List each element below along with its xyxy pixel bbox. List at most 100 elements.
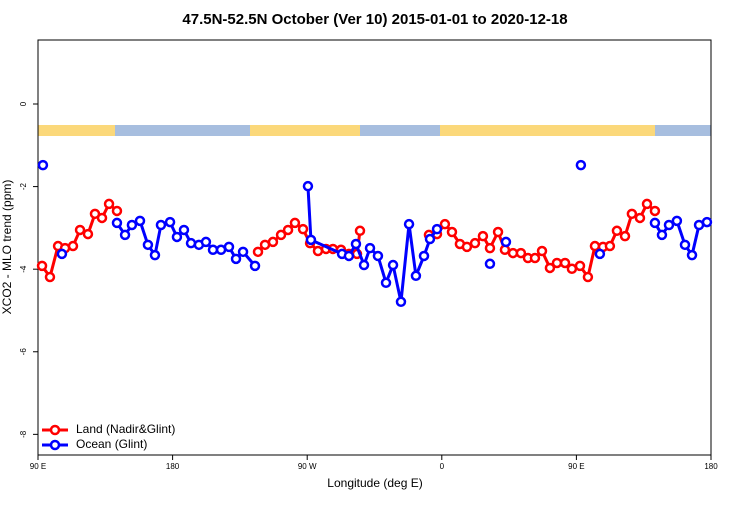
point <box>364 242 376 254</box>
point <box>223 241 235 253</box>
point <box>230 253 242 265</box>
point <box>149 249 161 261</box>
point <box>178 224 190 236</box>
point <box>671 215 683 227</box>
x-tick-label: 180 <box>704 462 718 471</box>
point <box>649 217 661 229</box>
point <box>469 237 481 249</box>
point <box>343 250 355 262</box>
x-tick-label: 90 E <box>30 462 46 471</box>
point <box>111 205 123 217</box>
point <box>626 208 638 220</box>
point <box>103 198 115 210</box>
legend-label: Ocean (Glint) <box>76 437 147 451</box>
point <box>439 218 451 230</box>
y-tick-label: -4 <box>19 265 28 273</box>
y-tick-label: -6 <box>19 348 28 356</box>
x-tick-label: 90 W <box>298 462 317 471</box>
point <box>126 219 138 231</box>
point <box>111 217 123 229</box>
point <box>410 270 422 282</box>
point <box>37 159 49 171</box>
point <box>302 180 314 192</box>
point <box>134 215 146 227</box>
point <box>185 237 197 249</box>
y-axis-label: XCO2 - MLO trend (ppm) <box>0 180 14 315</box>
y-tick-label: 0 <box>19 101 28 106</box>
point <box>574 260 586 272</box>
x-tick-label: 180 <box>166 462 180 471</box>
point <box>395 296 407 308</box>
legend-marker <box>49 424 61 436</box>
point <box>529 252 541 264</box>
point <box>275 229 287 241</box>
point <box>551 257 563 269</box>
point <box>461 241 473 253</box>
point <box>312 245 324 257</box>
point <box>515 247 527 259</box>
x-tick-label: 0 <box>440 462 445 471</box>
plot-frame <box>37 39 712 456</box>
x-axis-label: Longitude (deg E) <box>327 476 422 490</box>
legend-marker <box>49 439 61 451</box>
land-ocean-strip <box>38 125 711 136</box>
point <box>536 245 548 257</box>
point <box>282 224 294 236</box>
point <box>641 198 653 210</box>
point <box>96 212 108 224</box>
point <box>594 248 606 260</box>
point <box>207 244 219 256</box>
point <box>611 225 623 237</box>
point <box>267 236 279 248</box>
y-tick-label: -2 <box>19 182 28 190</box>
point <box>289 217 301 229</box>
x-tick-label: 90 E <box>568 462 584 471</box>
point <box>589 240 601 252</box>
point <box>155 219 167 231</box>
point <box>200 236 212 248</box>
point <box>679 239 691 251</box>
land-strip <box>250 125 360 136</box>
point <box>604 240 616 252</box>
point <box>82 228 94 240</box>
point <box>582 271 594 283</box>
point <box>566 263 578 275</box>
point <box>164 216 176 228</box>
point <box>656 229 668 241</box>
point <box>44 271 56 283</box>
point <box>249 260 261 272</box>
point <box>619 230 631 242</box>
point <box>500 236 512 248</box>
point <box>171 231 183 243</box>
point <box>350 238 362 250</box>
point <box>484 242 496 254</box>
point <box>74 224 86 236</box>
point <box>634 212 646 224</box>
point <box>252 246 264 258</box>
point <box>492 226 504 238</box>
point <box>380 277 392 289</box>
point <box>354 225 366 237</box>
land-strip <box>38 125 115 136</box>
point <box>446 226 458 238</box>
point <box>305 234 317 246</box>
point <box>67 240 79 252</box>
point <box>418 250 430 262</box>
point <box>431 223 443 235</box>
legend-label: Land (Nadir&Glint) <box>76 422 175 436</box>
point <box>559 257 571 269</box>
point <box>663 219 675 231</box>
land-strip <box>440 125 655 136</box>
point <box>649 205 661 217</box>
point <box>544 262 556 274</box>
point <box>387 259 399 271</box>
point <box>701 216 713 228</box>
point <box>297 223 309 235</box>
point <box>686 249 698 261</box>
point <box>119 229 131 241</box>
point <box>142 239 154 251</box>
point <box>237 246 249 258</box>
point <box>424 233 436 245</box>
point <box>56 248 68 260</box>
